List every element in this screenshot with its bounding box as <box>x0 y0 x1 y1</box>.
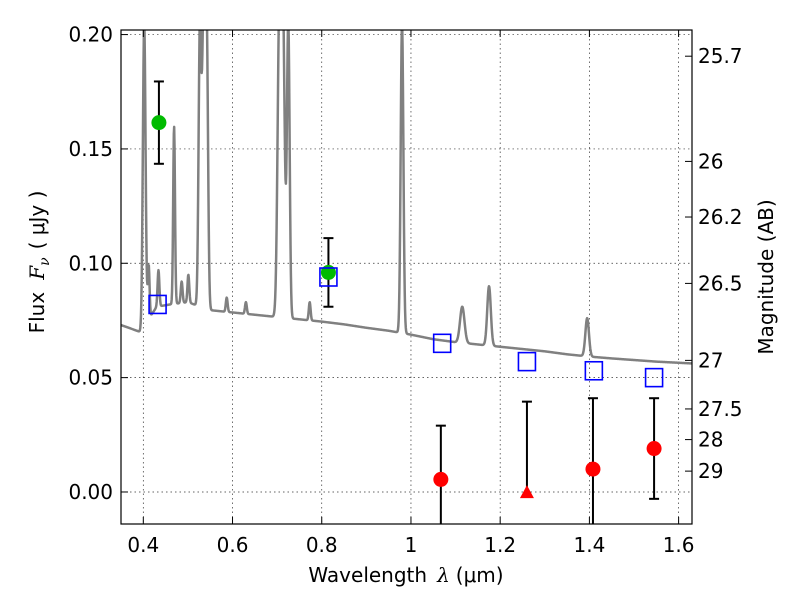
x-axis-label: Wavelength λ (μm) <box>308 563 503 587</box>
data-point <box>646 441 662 457</box>
model-photometry-point <box>517 351 537 372</box>
magnitude-tick-label: 28 <box>698 428 723 452</box>
x-tick-label: 0.8 <box>306 533 338 557</box>
model-photometry-point <box>432 333 452 354</box>
spectrum-layer <box>121 30 692 365</box>
magnitude-axis-label: Magnitude (AB) <box>754 199 778 354</box>
x-tick-label: 0.6 <box>217 533 249 557</box>
x-tick-label: 0.4 <box>127 533 159 557</box>
model-photometry-point <box>584 360 604 381</box>
data-point <box>433 471 449 487</box>
magnitude-tick-label: 27 <box>698 348 723 372</box>
upper-limit-point <box>519 485 534 499</box>
marker-layer <box>148 115 664 499</box>
grid-lines <box>121 30 692 524</box>
x-tick-label: 1.4 <box>573 533 605 557</box>
model-spectrum-line <box>121 30 692 365</box>
y-axis-label: FluxFν( μJy ) <box>25 191 53 334</box>
y-tick-label: 0.05 <box>68 366 113 390</box>
x-tick-label: 1.2 <box>484 533 516 557</box>
y-tick-label: 0.15 <box>68 137 113 161</box>
magnitude-tick-label: 26.5 <box>698 271 743 295</box>
magnitude-axis-ticks: 25.7 26 26.2 26.5 27 27.5 28 29 <box>685 44 743 483</box>
y-axis-ticks: 0.00 0.05 0.10 0.15 0.20 <box>68 23 128 504</box>
model-photometry-point <box>644 367 664 388</box>
model-photometry-point <box>148 294 167 315</box>
magnitude-tick-label: 26 <box>698 149 723 173</box>
x-tick-label: 1 <box>405 533 418 557</box>
magnitude-tick-label: 25.7 <box>698 44 743 68</box>
data-point <box>151 115 167 131</box>
x-axis-ticks: 0.4 0.6 0.8 1 1.2 1.4 1.6 <box>127 30 695 557</box>
x-tick-label: 1.6 <box>663 533 695 557</box>
data-point <box>320 264 336 280</box>
magnitude-tick-label: 26.2 <box>698 205 743 229</box>
model-photometry-point <box>319 267 338 287</box>
y-tick-label: 0.00 <box>68 480 113 504</box>
plot-frame <box>120 29 693 525</box>
magnitude-tick-label: 29 <box>698 459 723 483</box>
y-tick-label: 0.20 <box>68 23 113 47</box>
y-tick-label: 0.10 <box>68 251 113 275</box>
data-point <box>585 461 601 477</box>
magnitude-tick-label: 27.5 <box>698 397 743 421</box>
